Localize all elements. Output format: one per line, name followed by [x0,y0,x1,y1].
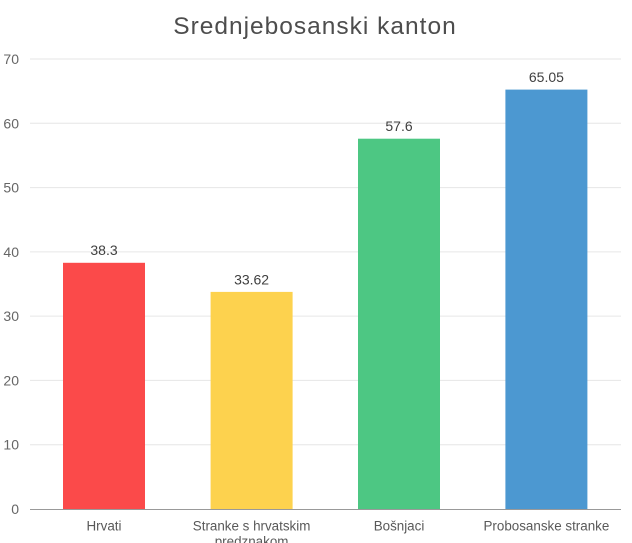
svg-text:Hrvati: Hrvati [87,519,122,534]
svg-text:20: 20 [3,372,19,388]
svg-text:65.05: 65.05 [529,69,564,85]
svg-text:Srednjebosanski kanton: Srednjebosanski kanton [173,13,457,40]
svg-text:33.62: 33.62 [234,271,269,287]
svg-text:10: 10 [3,437,19,453]
svg-text:Stranke s hrvatskim: Stranke s hrvatskim [193,519,311,534]
svg-text:0: 0 [11,501,19,517]
svg-text:60: 60 [3,115,19,131]
svg-text:70: 70 [3,51,19,67]
svg-text:50: 50 [3,180,19,196]
svg-text:38.3: 38.3 [90,242,117,258]
svg-text:40: 40 [3,244,19,260]
svg-text:Probosanske stranke: Probosanske stranke [484,519,610,534]
svg-text:predznakom: predznakom [215,534,289,543]
svg-text:30: 30 [3,308,19,324]
svg-text:Bošnjaci: Bošnjaci [374,519,425,534]
svg-text:57.6: 57.6 [385,118,412,134]
